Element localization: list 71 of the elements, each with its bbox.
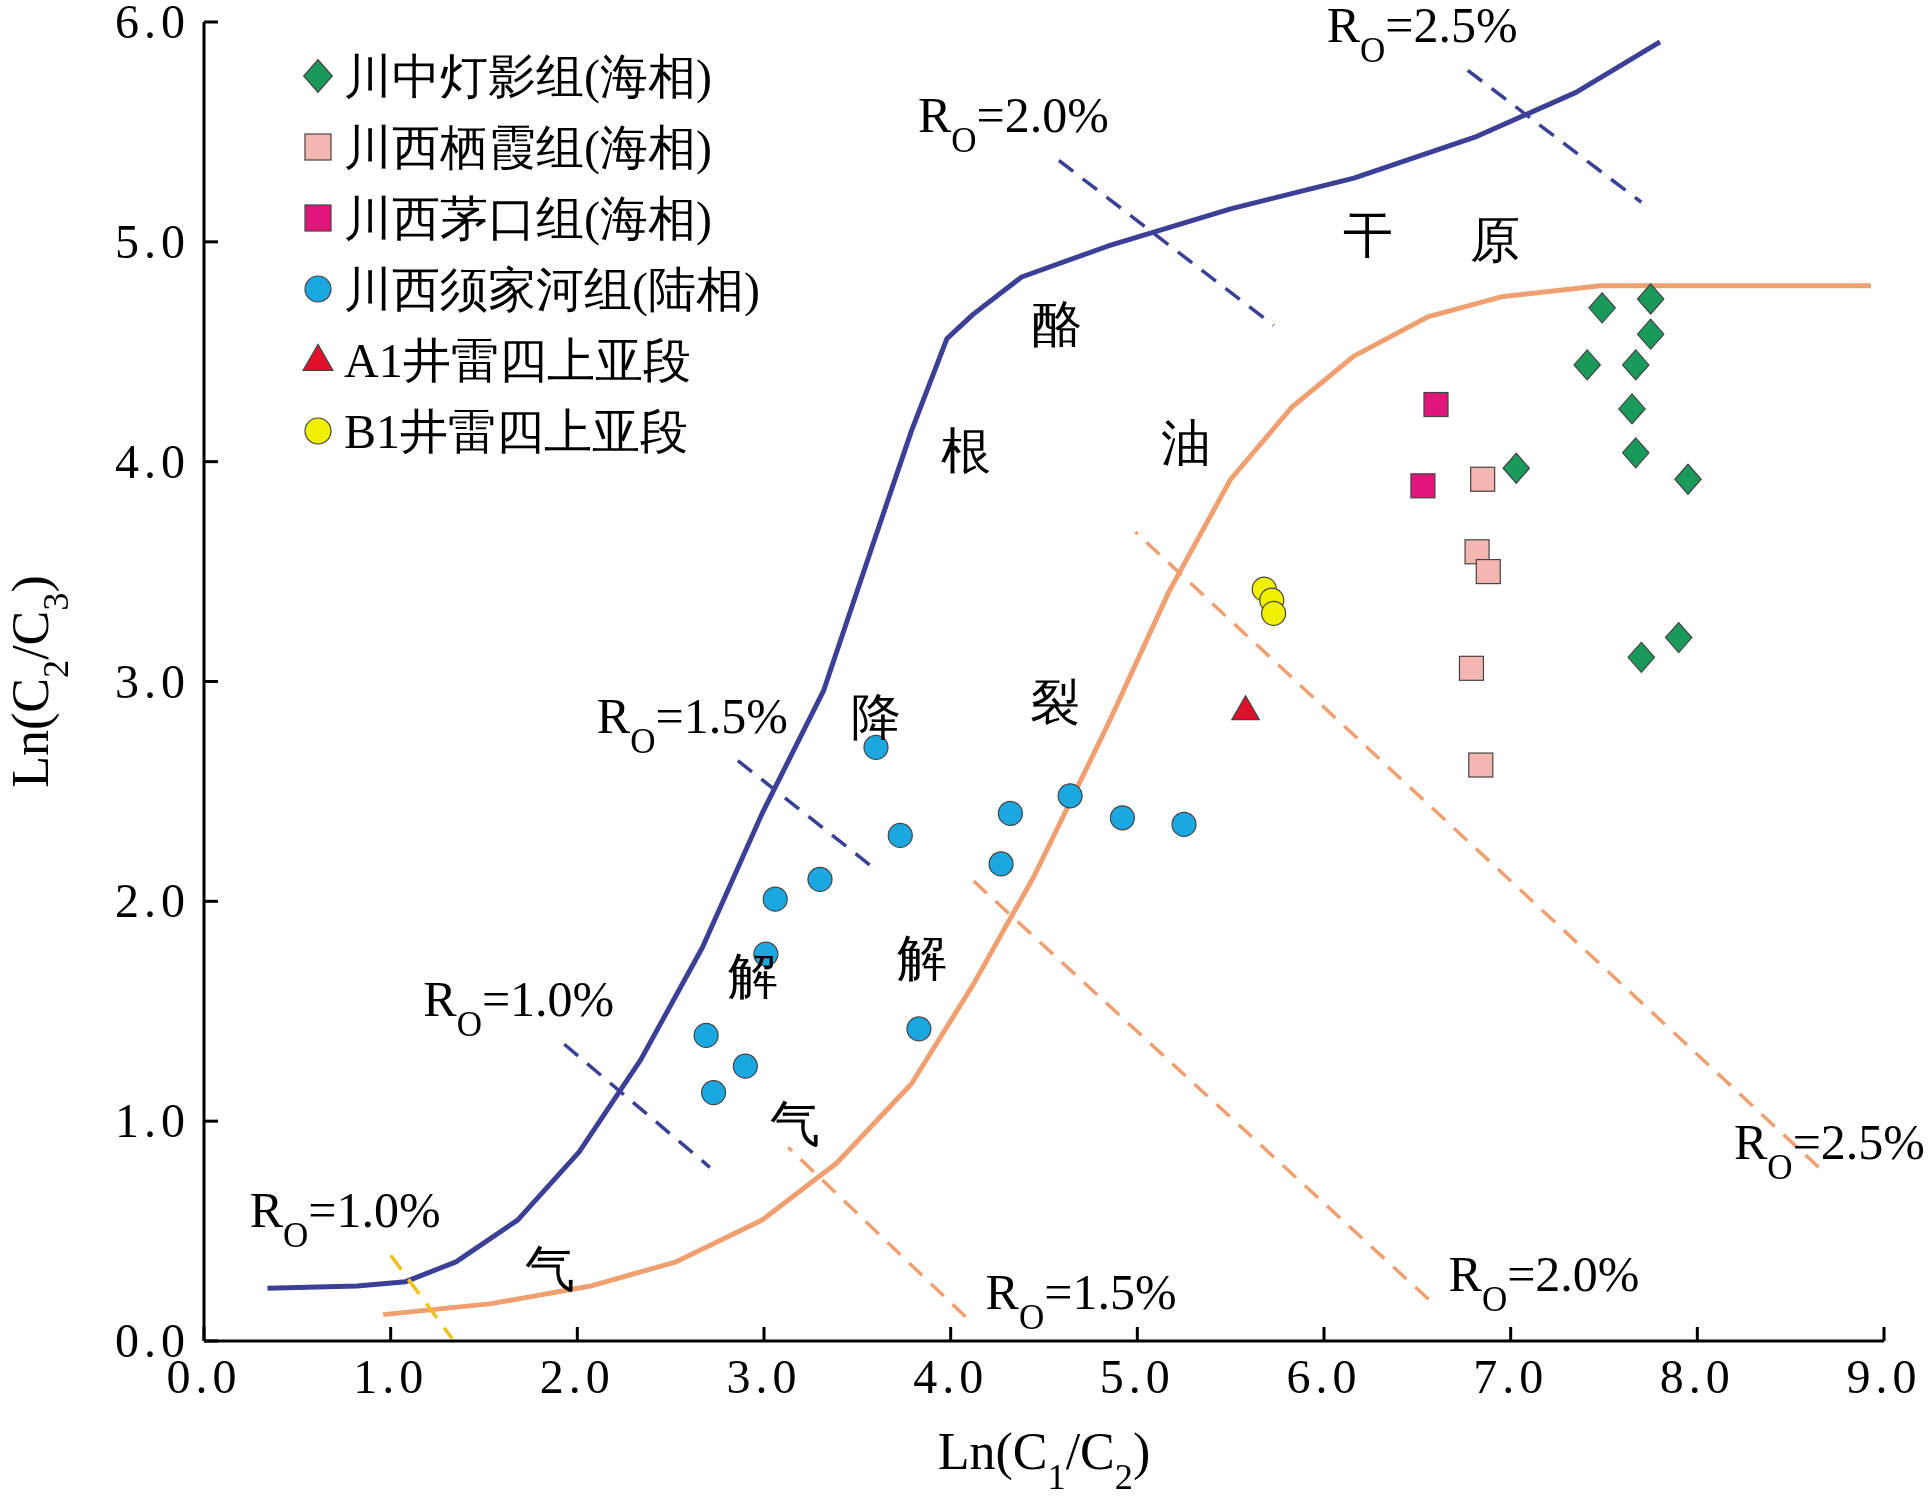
y-tick-label: 5.0 bbox=[115, 214, 190, 268]
point bbox=[1502, 452, 1531, 484]
annotation: 原 bbox=[1469, 212, 1520, 269]
point bbox=[1470, 466, 1496, 492]
y-tick-label: 3.0 bbox=[115, 654, 190, 708]
series-label: R$_{O}$=1.5% bbox=[985, 1263, 1177, 1337]
point bbox=[1621, 437, 1650, 469]
x-tick-label: 9.0 bbox=[1846, 1350, 1922, 1403]
x-tick-label: 5.0 bbox=[1099, 1350, 1175, 1403]
y-tick-label: 2.0 bbox=[115, 874, 190, 928]
annotation: 干 bbox=[1342, 207, 1393, 264]
point bbox=[693, 1022, 719, 1049]
point bbox=[1171, 811, 1197, 837]
x-axis-title: Ln(C$_{1}$/C$_{2}$) bbox=[937, 1423, 1151, 1497]
annotation: 气 bbox=[769, 1096, 820, 1153]
annotation: 解 bbox=[897, 929, 948, 986]
x-tick-label: 6.0 bbox=[1286, 1350, 1362, 1403]
point bbox=[1573, 349, 1601, 381]
point bbox=[1057, 783, 1083, 809]
point bbox=[1674, 463, 1702, 495]
annotation: 酪 bbox=[1031, 295, 1082, 352]
annotation: 根 bbox=[941, 422, 992, 479]
point bbox=[1458, 655, 1485, 681]
legend-label: B1井雷四上亚段 bbox=[344, 405, 689, 458]
point bbox=[807, 866, 833, 892]
point bbox=[1261, 600, 1287, 626]
point bbox=[1636, 283, 1665, 315]
annotation: 裂 bbox=[1029, 674, 1080, 731]
point bbox=[1627, 641, 1656, 673]
legend-label: 川西须家河组(陆相) bbox=[344, 263, 760, 317]
point bbox=[1664, 621, 1693, 654]
point bbox=[1588, 292, 1616, 324]
point bbox=[906, 1016, 932, 1042]
x-tick-label: 7.0 bbox=[1473, 1350, 1549, 1403]
legend-label: 川西栖霞组(海相) bbox=[344, 121, 712, 175]
annotation: 气 bbox=[525, 1241, 576, 1298]
point bbox=[762, 886, 788, 912]
x-tick-label: 2.0 bbox=[539, 1350, 615, 1403]
annotation: 解 bbox=[728, 948, 779, 1005]
point bbox=[1636, 318, 1665, 350]
y-tick-label: 1.0 bbox=[115, 1094, 190, 1148]
series-label: R$_{O}$=2.0% bbox=[1448, 1246, 1640, 1319]
series-label: R$_{O}$=2.0% bbox=[917, 87, 1109, 160]
point bbox=[1410, 473, 1436, 499]
point bbox=[1621, 349, 1650, 381]
point bbox=[732, 1053, 758, 1079]
series-label: R$_{O}$=1.0% bbox=[249, 1182, 441, 1255]
point bbox=[887, 822, 913, 848]
point bbox=[1475, 558, 1501, 585]
point bbox=[1618, 393, 1646, 425]
x-tick-label: 3.0 bbox=[726, 1350, 802, 1403]
x-tick-label: 8.0 bbox=[1659, 1350, 1735, 1403]
legend-label: A1井雷四上亚段 bbox=[344, 334, 691, 387]
annotation: 降 bbox=[850, 689, 901, 746]
point bbox=[997, 800, 1023, 826]
point bbox=[988, 851, 1014, 877]
point bbox=[1109, 805, 1135, 831]
series-label: R$_{O}$=2.5% bbox=[1734, 1114, 1925, 1187]
y-tick-label: 4.0 bbox=[115, 434, 190, 488]
series-label: R$_{O}$=1.5% bbox=[596, 687, 788, 761]
point bbox=[1468, 752, 1494, 778]
legend-label: 川西茅口组(海相) bbox=[344, 192, 712, 246]
point bbox=[1423, 391, 1449, 418]
legend-label: 川中灯影组(海相) bbox=[344, 50, 712, 104]
x-tick-label: 1.0 bbox=[353, 1350, 429, 1403]
annotation: 油 bbox=[1161, 414, 1212, 471]
point bbox=[701, 1079, 727, 1106]
x-tick-label: 4.0 bbox=[913, 1350, 989, 1403]
series-label: R$_{O}$=2.5% bbox=[1326, 0, 1518, 70]
series-label: R$_{O}$=1.0% bbox=[423, 971, 615, 1044]
y-tick-label: 6.0 bbox=[115, 0, 190, 48]
